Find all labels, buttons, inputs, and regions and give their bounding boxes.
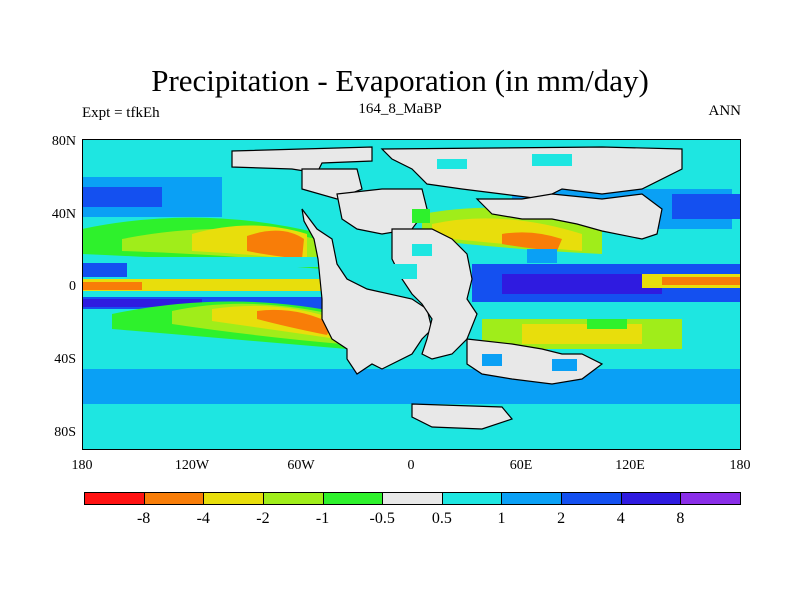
period-label: 164_8_MaBP [358,101,442,117]
colorbar-label: -0.5 [369,510,395,527]
colorbar-label: -4 [196,510,210,527]
io-very-wet [502,274,662,294]
colorbar-swatch [84,492,145,505]
lat-tick-80n: 80N [51,134,76,149]
lon-tick-120w: 120W [174,458,210,473]
lon-tick-180e: 180 [729,458,751,473]
lon-tick-60e: 60E [509,458,533,473]
lon-tick-120e: 120E [615,458,645,473]
lat-tick-40n: 40N [51,207,76,222]
gondwana-west [301,208,433,375]
nh-pacific-dry-orange [247,230,304,259]
colorbar-swatch [382,492,443,505]
map-title: Precipitation - Evaporation (in mm/day) [151,63,649,98]
colorbar-swatch [561,492,622,505]
southern-ocean-band [82,414,741,444]
lat-tick-0: 0 [69,279,76,294]
colorbar-swatch [441,492,503,505]
africa-block [391,228,478,360]
colorbar-swatch [322,492,384,505]
colorbar-label: 1 [497,510,506,527]
lat-tick-80s: 80S [54,425,76,440]
lon-tick-0: 0 [407,458,415,473]
lon-tick-180w: 180 [71,458,93,473]
nh-east-wet [672,194,741,219]
colorbar-swatch [262,492,324,505]
nh-land-west [231,146,373,174]
antarctic-block [466,338,604,385]
colorbar-label: 2 [557,510,566,527]
lon-tick-60w: 60W [287,458,315,473]
colorbar-swatch [680,492,741,505]
tethys-dry-orange [502,232,562,251]
colorbar-swatch [620,492,682,505]
east-eq-orange [662,277,741,285]
colorbar [84,492,741,506]
eq-band-cyan [82,257,332,267]
colorbar-label: 8 [676,510,685,527]
south-polar-land [411,403,514,430]
eq-band-yellow [82,279,332,291]
eq-band-blue-left [82,263,127,277]
colorbar-label: -1 [315,510,330,527]
pe-map-svg [82,139,741,450]
colorbar-swatch [501,492,563,505]
eq-band-deepblue [82,299,202,307]
colorbar-swatch [203,492,264,505]
colorbar-label: 0.5 [431,510,452,527]
land-patches [392,154,627,371]
season-label: ANN [708,103,742,119]
colorbar-label: -8 [136,510,151,527]
southern-ocean-wet-band [82,369,741,404]
lat-tick-40s: 40S [54,352,76,367]
nh-pacific-very-wet [82,187,162,207]
colorbar-label: 4 [616,510,625,527]
colorbar-label: -2 [256,510,270,527]
sh-pacific-dry-orange [257,309,332,335]
eq-band-orange [82,282,142,290]
asia-block [475,193,663,240]
colorbar-swatch [143,492,205,505]
experiment-label: Expt = tfkEh [82,105,160,121]
pe-map [82,139,741,450]
